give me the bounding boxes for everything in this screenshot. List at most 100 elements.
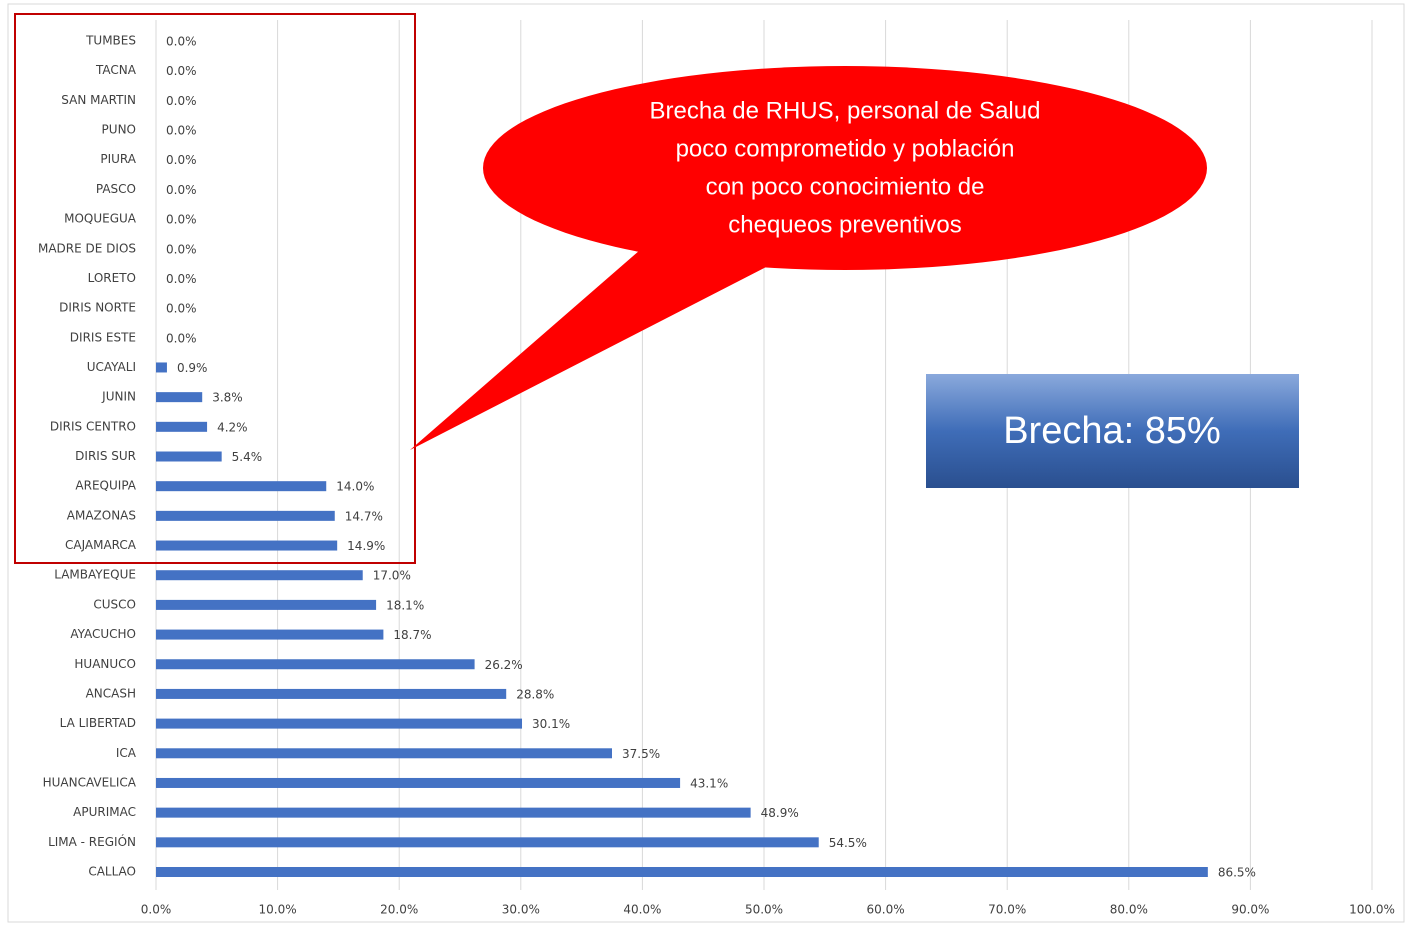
y-tick-label: UCAYALI xyxy=(87,360,136,374)
x-tick-label: 80.0% xyxy=(1110,903,1148,917)
bar xyxy=(156,392,203,403)
callout-line: chequeos preventivos xyxy=(728,211,961,238)
data-label: 14.7% xyxy=(345,509,383,523)
data-label: 54.5% xyxy=(829,836,867,850)
y-tick-label: CUSCO xyxy=(93,597,136,611)
data-label: 5.4% xyxy=(232,450,263,464)
y-tick-label: HUANUCO xyxy=(74,657,136,671)
callout-bubble xyxy=(483,66,1207,270)
chart-frame xyxy=(7,3,1405,923)
y-tick-label: TACNA xyxy=(95,63,137,77)
data-label: 0.0% xyxy=(166,183,197,197)
y-tick-label: PASCO xyxy=(96,182,136,196)
gap-box-text: Brecha: 85% xyxy=(1003,410,1221,452)
bars: TUMBES 0.0% TACNA 0.0% SAN MARTIN 0.0% PUNO 0.0… xyxy=(38,34,1256,880)
bar xyxy=(156,867,1208,877)
y-tick-label: APURIMAC xyxy=(73,805,136,819)
y-tick-label: MOQUEGUA xyxy=(64,212,137,226)
data-label: 3.8% xyxy=(212,391,243,405)
y-tick-label: DIRIS ESTE xyxy=(70,330,136,344)
bar xyxy=(156,688,507,699)
data-label: 0.9% xyxy=(177,361,208,375)
gap-box xyxy=(926,374,1299,488)
y-tick-label: DIRIS CENTRO xyxy=(50,419,136,433)
bar xyxy=(156,481,327,492)
y-tick-label: SAN MARTIN xyxy=(61,93,136,107)
y-tick-label: CALLAO xyxy=(88,865,136,879)
x-tick-label: 100.0% xyxy=(1349,903,1395,917)
x-tick-label: 60.0% xyxy=(867,903,905,917)
y-tick-label: LAMBAYEQUE xyxy=(54,568,136,582)
data-label: 14.9% xyxy=(347,539,385,553)
y-tick-label: LA LIBERTAD xyxy=(60,716,136,730)
y-tick-label: PUNO xyxy=(102,123,136,137)
data-label: 0.0% xyxy=(166,124,197,138)
bar xyxy=(156,599,377,610)
data-label: 0.0% xyxy=(166,213,197,227)
data-label: 0.0% xyxy=(166,272,197,286)
data-label: 30.1% xyxy=(532,717,570,731)
bar xyxy=(156,362,167,373)
y-tick-label: DIRIS NORTE xyxy=(59,301,136,315)
data-label: 4.2% xyxy=(217,420,248,434)
bar xyxy=(156,777,681,788)
x-tick-label: 90.0% xyxy=(1231,903,1269,917)
bar xyxy=(156,451,222,462)
y-tick-label: AMAZONAS xyxy=(67,508,136,522)
bar xyxy=(156,748,612,759)
y-tick-label: ANCASH xyxy=(86,686,136,700)
data-label: 18.1% xyxy=(386,598,424,612)
data-label: 18.7% xyxy=(393,628,431,642)
y-tick-label: CAJAMARCA xyxy=(65,538,137,552)
y-tick-label: HUANCAVELICA xyxy=(43,775,137,789)
bar xyxy=(156,510,335,521)
data-label: 0.0% xyxy=(166,302,197,316)
callout-line: Brecha de RHUS, personal de Salud xyxy=(650,97,1041,124)
data-label: 43.1% xyxy=(690,776,728,790)
data-label: 26.2% xyxy=(485,658,523,672)
y-tick-label: TUMBES xyxy=(85,34,136,48)
y-tick-label: AYACUCHO xyxy=(70,627,136,641)
callout-tail xyxy=(410,250,770,450)
bar xyxy=(156,837,819,848)
y-tick-label: DIRIS SUR xyxy=(75,449,136,463)
y-tick-label: PIURA xyxy=(100,152,136,166)
bar xyxy=(156,807,751,818)
bar xyxy=(156,570,363,581)
data-label: 28.8% xyxy=(516,687,554,701)
data-label: 14.0% xyxy=(336,480,374,494)
data-label: 86.5% xyxy=(1218,866,1256,880)
x-tick-label: 30.0% xyxy=(502,903,540,917)
x-tick-label: 10.0% xyxy=(259,903,297,917)
data-label: 37.5% xyxy=(622,747,660,761)
data-label: 0.0% xyxy=(166,242,197,256)
bar xyxy=(156,629,384,640)
callout-text: Brecha de RHUS, personal de Salud poco co… xyxy=(650,97,1041,238)
x-tick-label: 40.0% xyxy=(623,903,661,917)
x-tick-label: 20.0% xyxy=(380,903,418,917)
y-tick-label: LORETO xyxy=(88,271,136,285)
y-tick-label: AREQUIPA xyxy=(75,479,136,493)
data-label: 0.0% xyxy=(166,153,197,167)
callout-line: con poco conocimiento de xyxy=(706,173,985,200)
y-tick-label: JUNIN xyxy=(101,390,136,404)
y-tick-label: MADRE DE DIOS xyxy=(38,241,136,255)
x-tick-label: 0.0% xyxy=(141,903,172,917)
y-tick-label: LIMA - REGIÓN xyxy=(48,834,136,849)
bar xyxy=(156,540,338,551)
data-label: 17.0% xyxy=(373,569,411,583)
x-tick-label: 70.0% xyxy=(988,903,1026,917)
x-tick-label: 50.0% xyxy=(745,903,783,917)
callout-line: poco comprometido y población xyxy=(676,135,1015,162)
bar xyxy=(156,659,475,670)
highlight-box xyxy=(14,13,416,564)
data-label: 0.0% xyxy=(166,35,197,49)
data-label: 0.0% xyxy=(166,64,197,78)
y-tick-label: ICA xyxy=(116,746,137,760)
bar xyxy=(156,718,523,729)
data-label: 0.0% xyxy=(166,331,197,345)
data-label: 0.0% xyxy=(166,94,197,108)
bar xyxy=(156,421,208,432)
data-label: 48.9% xyxy=(761,806,799,820)
